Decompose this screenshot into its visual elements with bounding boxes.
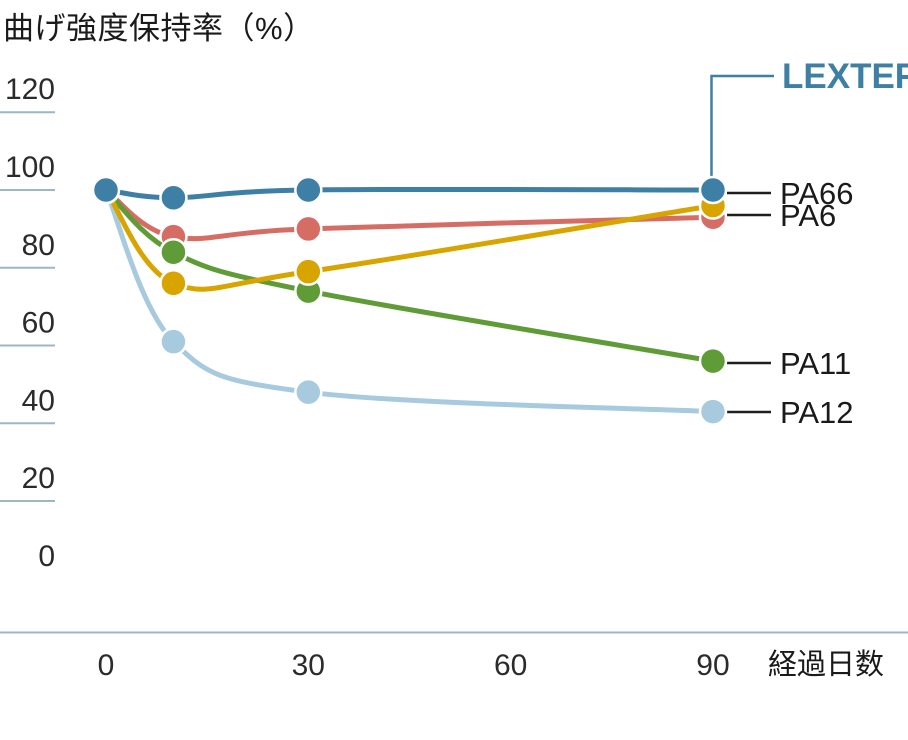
series-label-pa12: PA12 [780,395,854,430]
data-point-lexter [294,175,323,205]
series-label-pa11: PA11 [780,346,851,381]
series-label-lexter: LEXTER [782,57,908,96]
data-point-pa12 [159,327,188,356]
data-point-pa12 [698,397,728,426]
y-tick-label: 40 [22,384,55,417]
data-point-pa66 [294,257,323,286]
x-tick-label: 90 [696,649,729,682]
y-tick-label: 20 [22,462,55,495]
y-tick-label: 0 [38,540,55,573]
series-line-pa66 [103,187,716,292]
lexter-callout-line [710,74,774,180]
y-tick-label: 80 [22,229,55,262]
y-tick-label: 60 [22,307,55,340]
data-point-pa12 [294,377,323,407]
data-point-lexter [159,183,188,213]
x-tick-label: 0 [98,649,115,682]
x-tick-label: 30 [292,649,325,682]
data-point-pa11 [698,346,728,376]
series-label-pa66: PA66 [780,176,854,211]
chart-title: 曲げ強度保持率（%） [3,11,315,46]
series-label-pa6: PA6 [780,198,836,233]
data-point-lexter [698,175,728,205]
series-line-pa12 [103,187,716,415]
data-point-lexter [91,175,121,205]
y-tick-label: 100 [5,151,55,184]
data-point-pa11 [159,237,188,267]
data-point-pa6 [294,214,323,244]
x-axis-title: 経過日数 [768,648,884,681]
series-line-pa11 [103,187,716,364]
y-tick-label: 120 [5,73,55,106]
series-line-lexter [103,186,716,201]
x-tick-label: 60 [494,649,527,682]
data-point-pa66 [159,269,188,298]
